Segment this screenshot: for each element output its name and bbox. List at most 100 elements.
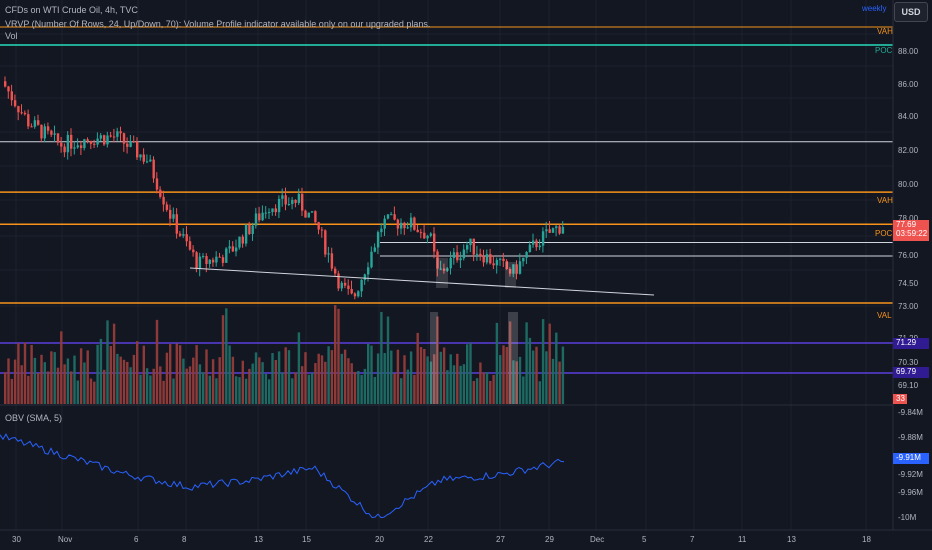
volume-bar <box>169 344 172 404</box>
candle <box>195 252 198 270</box>
volume-bar <box>353 371 357 404</box>
volume-bar <box>185 368 188 404</box>
volume-bar <box>225 308 228 404</box>
currency-button[interactable]: USD <box>894 2 928 22</box>
volume-bar <box>109 346 112 404</box>
candle <box>456 252 459 261</box>
volume-bar <box>30 344 33 404</box>
volume-bar <box>96 344 99 404</box>
candle <box>307 212 310 218</box>
candle <box>317 222 320 230</box>
volume-bar <box>492 374 495 404</box>
volume-bar <box>466 344 469 404</box>
candle <box>522 257 525 262</box>
volume-bar <box>479 362 482 404</box>
candle <box>109 135 112 137</box>
volume-bar <box>459 365 462 404</box>
candle <box>182 234 185 236</box>
candle <box>79 145 83 149</box>
candle <box>281 195 284 199</box>
volume-bar <box>376 353 380 404</box>
candle <box>409 217 413 228</box>
candle <box>472 238 475 255</box>
volume-bar <box>340 353 343 404</box>
volume-bar <box>406 369 409 404</box>
symbol-legend[interactable]: CFDs on WTI Crude Oil, 4h, TVC <box>5 5 138 15</box>
volume-bar <box>251 363 254 404</box>
candle <box>53 133 56 135</box>
candle <box>495 259 499 266</box>
candle <box>390 214 393 216</box>
candle <box>400 222 403 229</box>
candle <box>33 120 37 127</box>
volume-bar <box>429 361 433 404</box>
candle <box>103 135 106 145</box>
volume-bar <box>50 351 53 404</box>
volume-bar <box>7 358 10 404</box>
candle <box>192 249 195 253</box>
candle <box>152 159 155 179</box>
obv-axis-label: -9.92M <box>898 470 923 479</box>
vrvp-legend[interactable]: VRVP (Number Of Rows, 24, Up/Down, 70): … <box>5 19 431 29</box>
volume-bar <box>297 332 301 404</box>
candle <box>254 213 258 226</box>
vol-legend[interactable]: Vol <box>5 31 18 41</box>
weekly-label: weekly <box>862 4 887 13</box>
volume-bar <box>545 351 548 404</box>
candle <box>106 135 109 145</box>
volume-bar <box>23 342 27 404</box>
candle <box>353 293 357 297</box>
candle <box>310 211 314 213</box>
price-axis-label: 69.10 <box>898 381 919 390</box>
candle <box>155 178 159 190</box>
volume-bar <box>403 355 406 404</box>
candle <box>178 233 182 236</box>
time-axis-label: 20 <box>375 535 384 544</box>
candle <box>10 91 13 101</box>
candle <box>436 251 439 269</box>
volume-bar <box>373 377 376 404</box>
volume-bar <box>515 361 518 404</box>
candle <box>284 195 287 205</box>
volume-bar <box>347 358 350 404</box>
volume-bar <box>116 353 119 404</box>
volume-highlight <box>430 312 438 404</box>
obv-legend[interactable]: OBV (SMA, 5) <box>5 413 63 423</box>
volume-bar <box>525 322 528 404</box>
candle <box>93 143 96 145</box>
time-axis-label: 30 <box>12 535 21 544</box>
price-axis-label: 86.00 <box>898 80 919 89</box>
volume-bar <box>165 352 169 404</box>
candle <box>363 274 367 280</box>
candle <box>244 224 248 244</box>
obv-axis-label: -10M <box>898 513 917 522</box>
volume-bar <box>436 316 439 404</box>
price-axis-label: 82.00 <box>898 146 919 155</box>
volume-bar <box>324 361 327 404</box>
price-highlight <box>436 258 448 288</box>
candle <box>225 248 228 263</box>
volume-bar <box>446 370 449 404</box>
candle <box>423 232 426 239</box>
candle <box>228 246 231 249</box>
candle <box>469 238 472 246</box>
price-axis-label: 84.00 <box>898 112 919 121</box>
volume-bar <box>99 338 103 404</box>
volume-bar <box>508 321 512 404</box>
candle <box>393 214 396 220</box>
volume-highlight <box>508 312 518 404</box>
price-axis-label: 70.30 <box>898 358 919 367</box>
volume-bar <box>383 352 386 404</box>
volume-bar <box>551 358 555 404</box>
candle <box>294 199 297 203</box>
volume-bar <box>142 345 145 404</box>
candle <box>518 261 522 274</box>
time-axis-label: Nov <box>58 535 73 544</box>
volume-bar <box>271 353 274 404</box>
val-label: VAL <box>877 311 892 320</box>
volume-bar <box>413 374 416 404</box>
candle <box>83 139 86 149</box>
candle <box>149 159 152 162</box>
volume-bar <box>106 320 109 404</box>
